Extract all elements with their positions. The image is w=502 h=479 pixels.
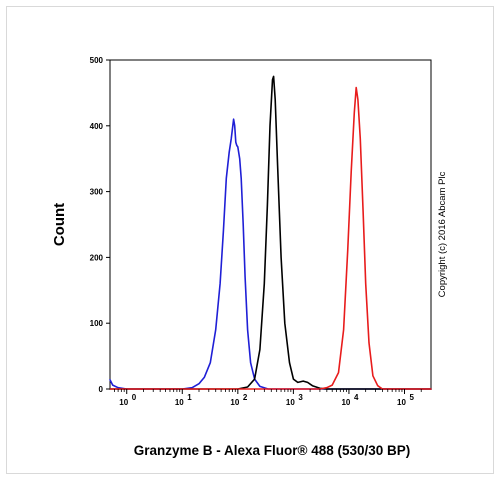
chart-frame xyxy=(6,6,494,474)
histogram-series-1 xyxy=(109,118,432,390)
y-tick-label: 500 xyxy=(90,56,104,65)
y-tick-label: 100 xyxy=(90,319,104,328)
histogram-series-3 xyxy=(109,86,432,390)
x-tick-label: 10 xyxy=(175,398,184,407)
x-tick-exponent: 2 xyxy=(243,393,248,402)
y-tick-label: 400 xyxy=(90,122,104,131)
x-tick-exponent: 5 xyxy=(409,393,414,402)
x-tick-exponent: 3 xyxy=(298,393,303,402)
x-tick-exponent: 1 xyxy=(187,393,192,402)
copyright-annotation: Copyright (c) 2016 Abcam Plc xyxy=(437,171,448,297)
y-axis: 0 100 200 300 400 500 xyxy=(90,56,110,394)
x-tick-label: 10 xyxy=(286,398,295,407)
x-tick-label: 10 xyxy=(230,398,239,407)
x-tick-label: 10 xyxy=(341,398,350,407)
x-tick-exponent: 0 xyxy=(132,393,137,402)
y-tick-label: 0 xyxy=(99,385,104,394)
x-tick-label: 10 xyxy=(119,398,128,407)
y-axis-title: Count xyxy=(51,203,68,246)
x-tick-exponent: 4 xyxy=(354,393,359,402)
series-layer xyxy=(109,75,432,390)
y-tick-label: 200 xyxy=(90,253,104,262)
x-tick-label: 10 xyxy=(397,398,406,407)
histogram-series-2 xyxy=(109,75,432,390)
y-tick-label: 300 xyxy=(90,188,104,197)
x-axis-title: Granzyme B - Alexa Fluor® 488 (530/30 BP… xyxy=(134,443,411,458)
